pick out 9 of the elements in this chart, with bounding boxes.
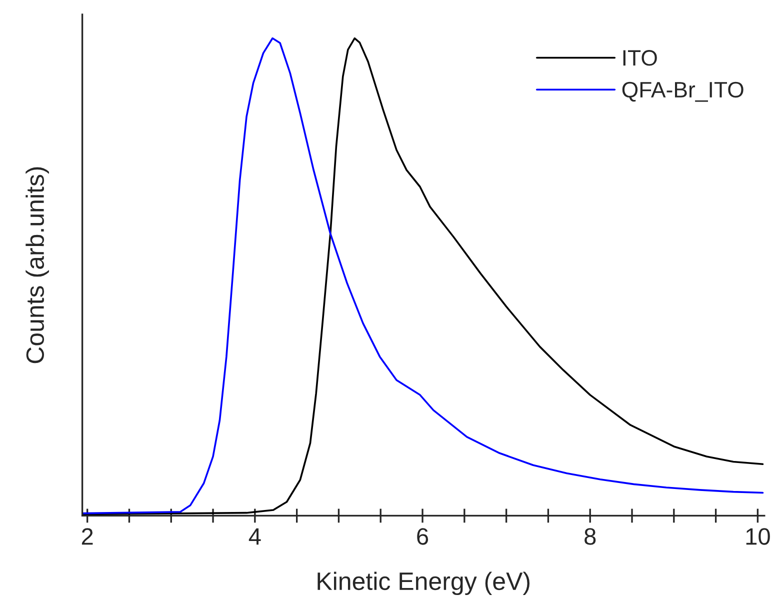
y-axis-title: Counts (arb.units) xyxy=(26,167,49,364)
x-tick-label: 8 xyxy=(584,528,596,545)
legend-label: ITO xyxy=(623,50,657,66)
x-tick-label: 2 xyxy=(82,528,93,545)
x-tick-label: 6 xyxy=(417,528,428,545)
legend-label: QFA-Br_ITO xyxy=(622,82,744,102)
x-axis-title: Kinetic Energy (eV) xyxy=(318,572,530,596)
x-tick-label: 4 xyxy=(248,528,261,545)
x-tick-label: 10 xyxy=(746,528,770,545)
